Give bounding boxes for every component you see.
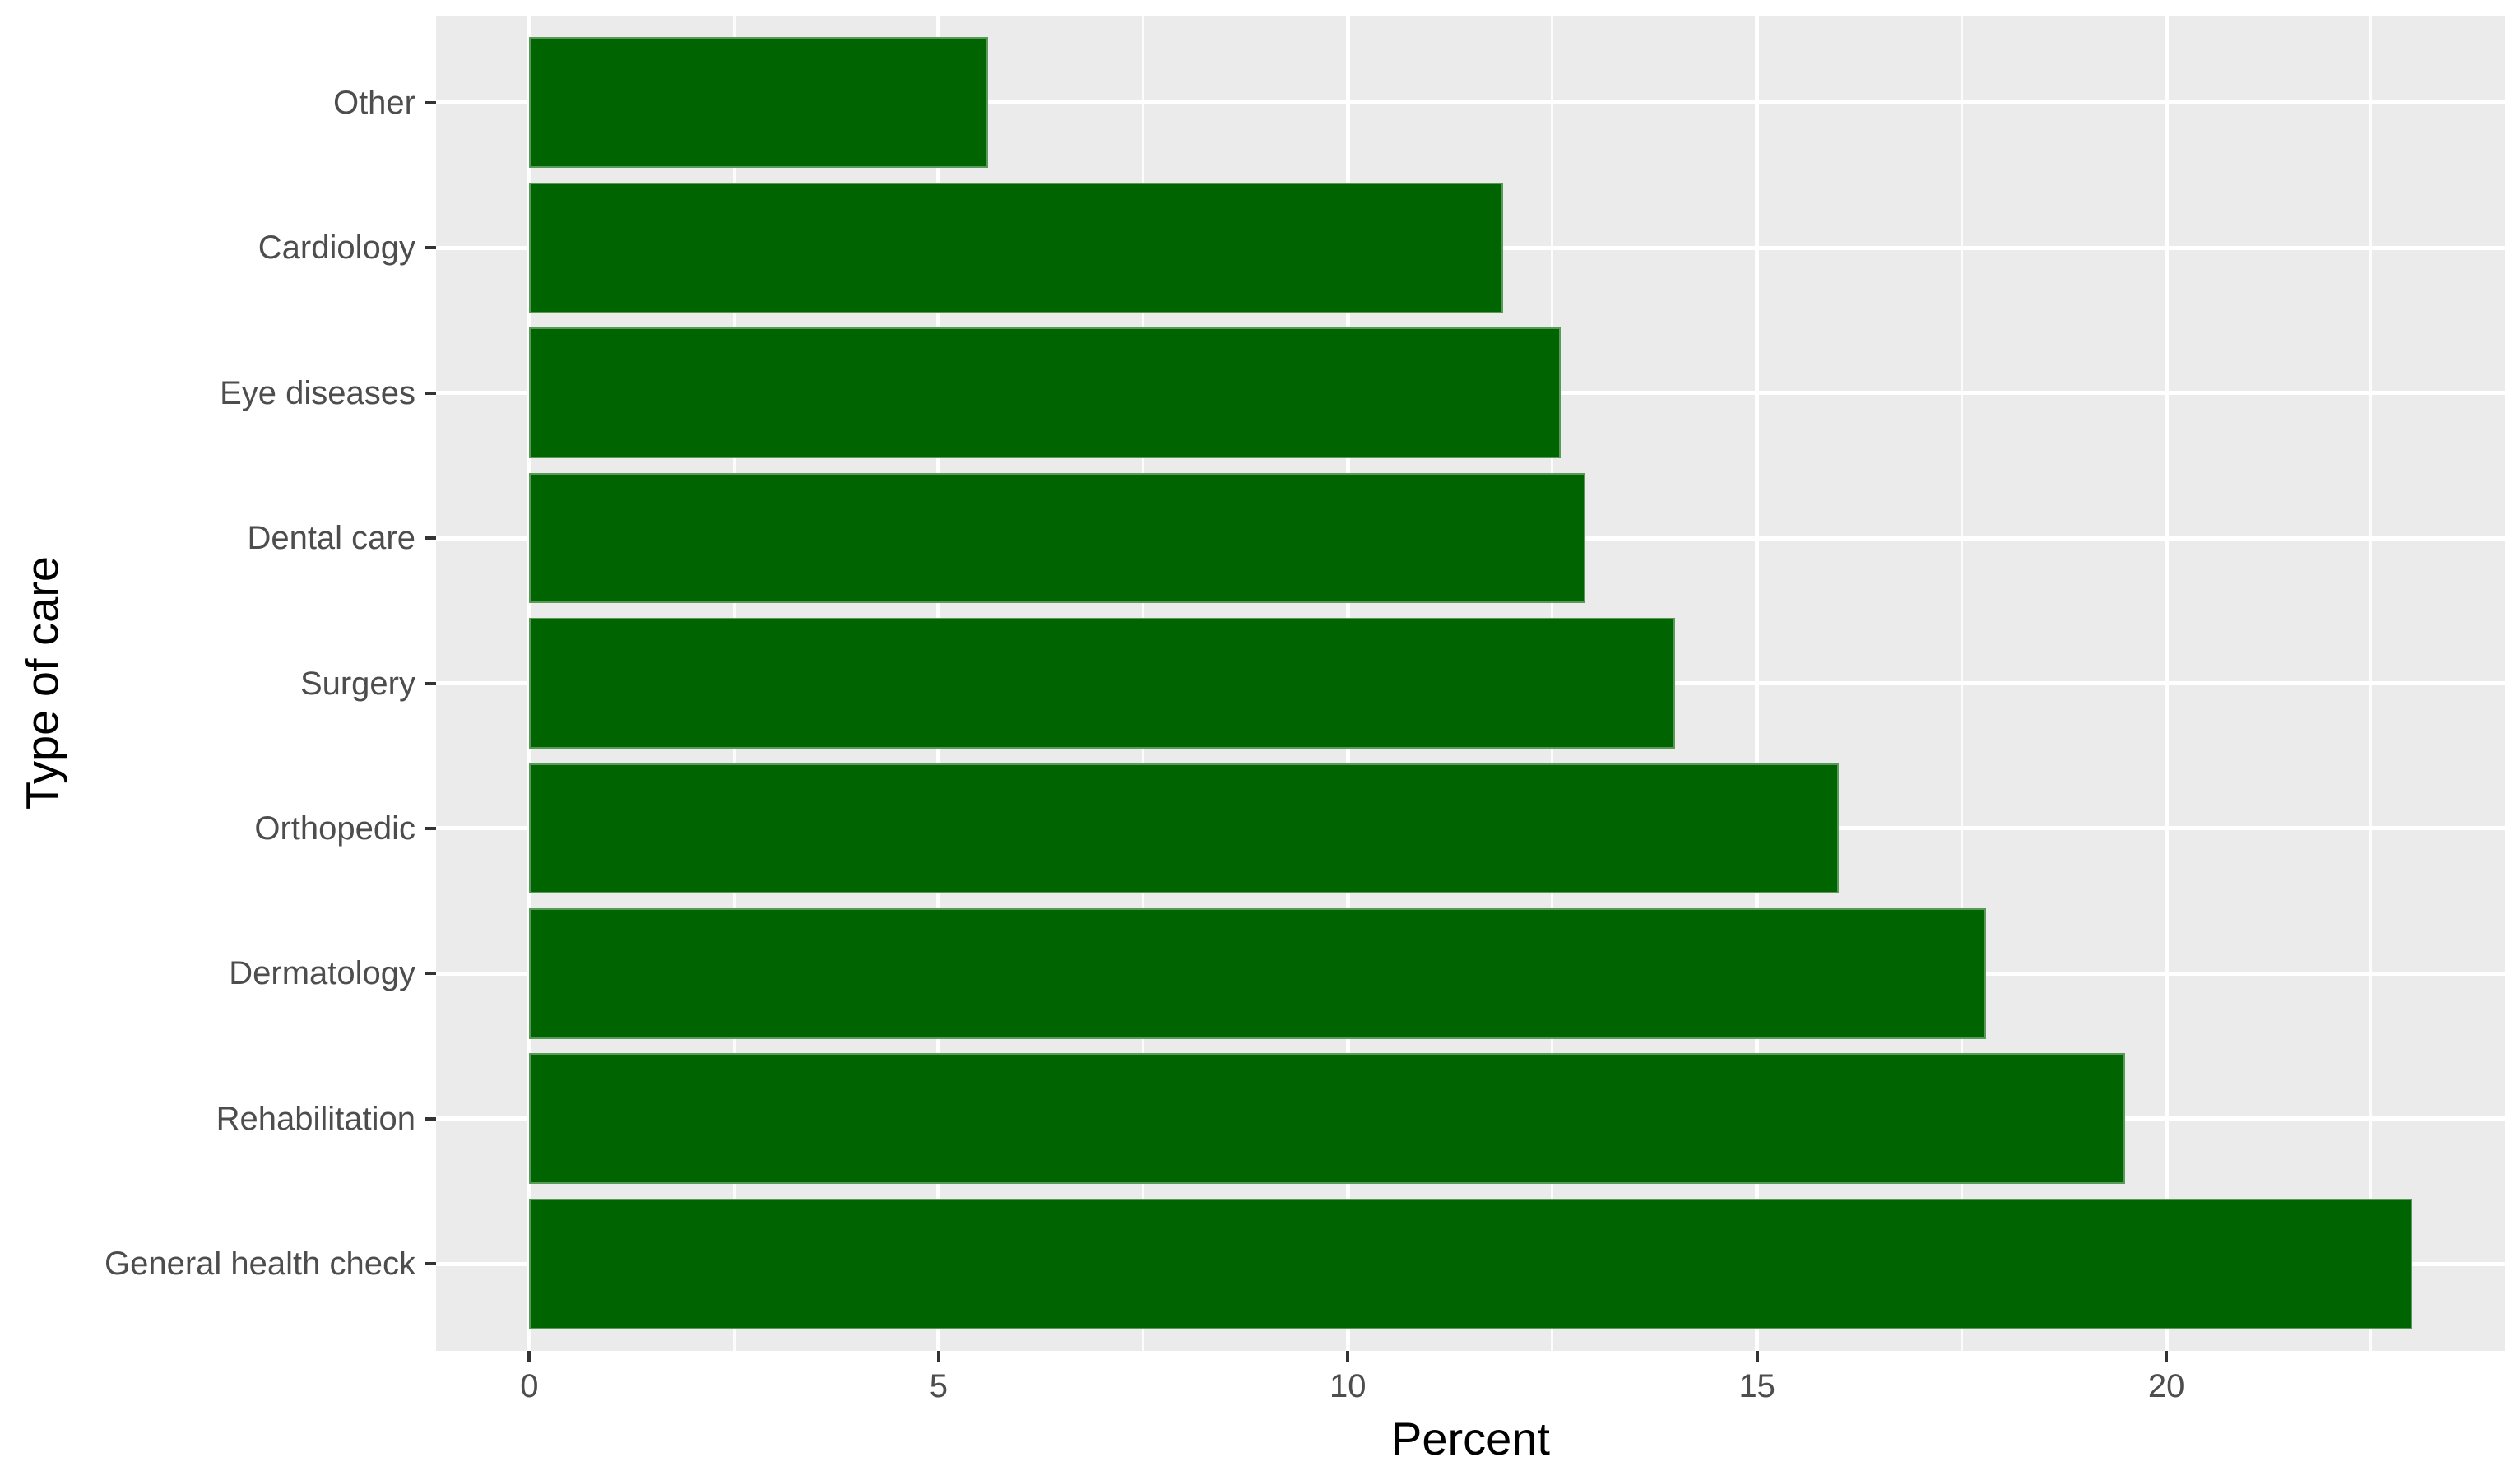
y-axis-label: Orthopedic <box>254 810 415 847</box>
y-axis-tick-mark <box>425 1262 436 1266</box>
y-axis-label: Rehabilitation <box>216 1100 415 1137</box>
gridline-vertical-minor <box>2369 16 2373 1351</box>
y-axis-tick-mark <box>425 391 436 395</box>
bar <box>529 327 1561 459</box>
plot-panel <box>436 16 2505 1351</box>
x-axis-tick-label: 20 <box>2147 1368 2185 1404</box>
y-axis-tick-mark <box>425 100 436 104</box>
bar <box>529 1198 2412 1329</box>
y-axis-label: General health check <box>104 1246 415 1283</box>
y-axis-label: Eye diseases <box>220 374 415 411</box>
y-axis-label: Cardiology <box>258 230 415 267</box>
gridline-vertical-minor <box>1960 16 1963 1351</box>
bar <box>529 618 1676 749</box>
x-axis-title: Percent <box>1391 1413 1550 1464</box>
y-axis-label: Other <box>332 84 415 121</box>
bar <box>529 907 1987 1039</box>
gridline-vertical-major <box>2164 16 2169 1351</box>
x-axis-tick-label: 15 <box>1738 1368 1775 1404</box>
y-axis-tick-mark <box>425 972 436 976</box>
y-axis-label: Dental care <box>247 520 415 557</box>
x-axis-tick-mark <box>527 1351 531 1362</box>
x-axis-tick-mark <box>936 1351 940 1362</box>
bar <box>529 37 988 169</box>
bar <box>529 1053 2126 1185</box>
y-axis-tick-mark <box>425 1116 436 1121</box>
gridline-horizontal <box>436 100 2505 105</box>
gridline-vertical-major <box>1755 16 1760 1351</box>
y-axis-tick-mark <box>425 536 436 541</box>
bar <box>529 472 1585 604</box>
y-axis-tick-mark <box>425 681 436 685</box>
y-axis-tick-mark <box>425 826 436 830</box>
bar <box>529 763 1840 894</box>
x-axis-tick-label: 5 <box>929 1368 948 1404</box>
y-axis-label: Surgery <box>299 665 415 702</box>
x-axis-tick-mark <box>1755 1351 1759 1362</box>
x-axis-tick-mark <box>2165 1351 2169 1362</box>
y-axis-label: Dermatology <box>229 955 415 992</box>
y-axis-tick-mark <box>425 246 436 250</box>
bar <box>529 182 1504 313</box>
x-axis-tick-label: 0 <box>520 1368 539 1404</box>
x-axis-tick-label: 10 <box>1330 1368 1367 1404</box>
x-axis-tick-mark <box>1346 1351 1350 1362</box>
y-axis-title: Type of care <box>16 555 68 810</box>
